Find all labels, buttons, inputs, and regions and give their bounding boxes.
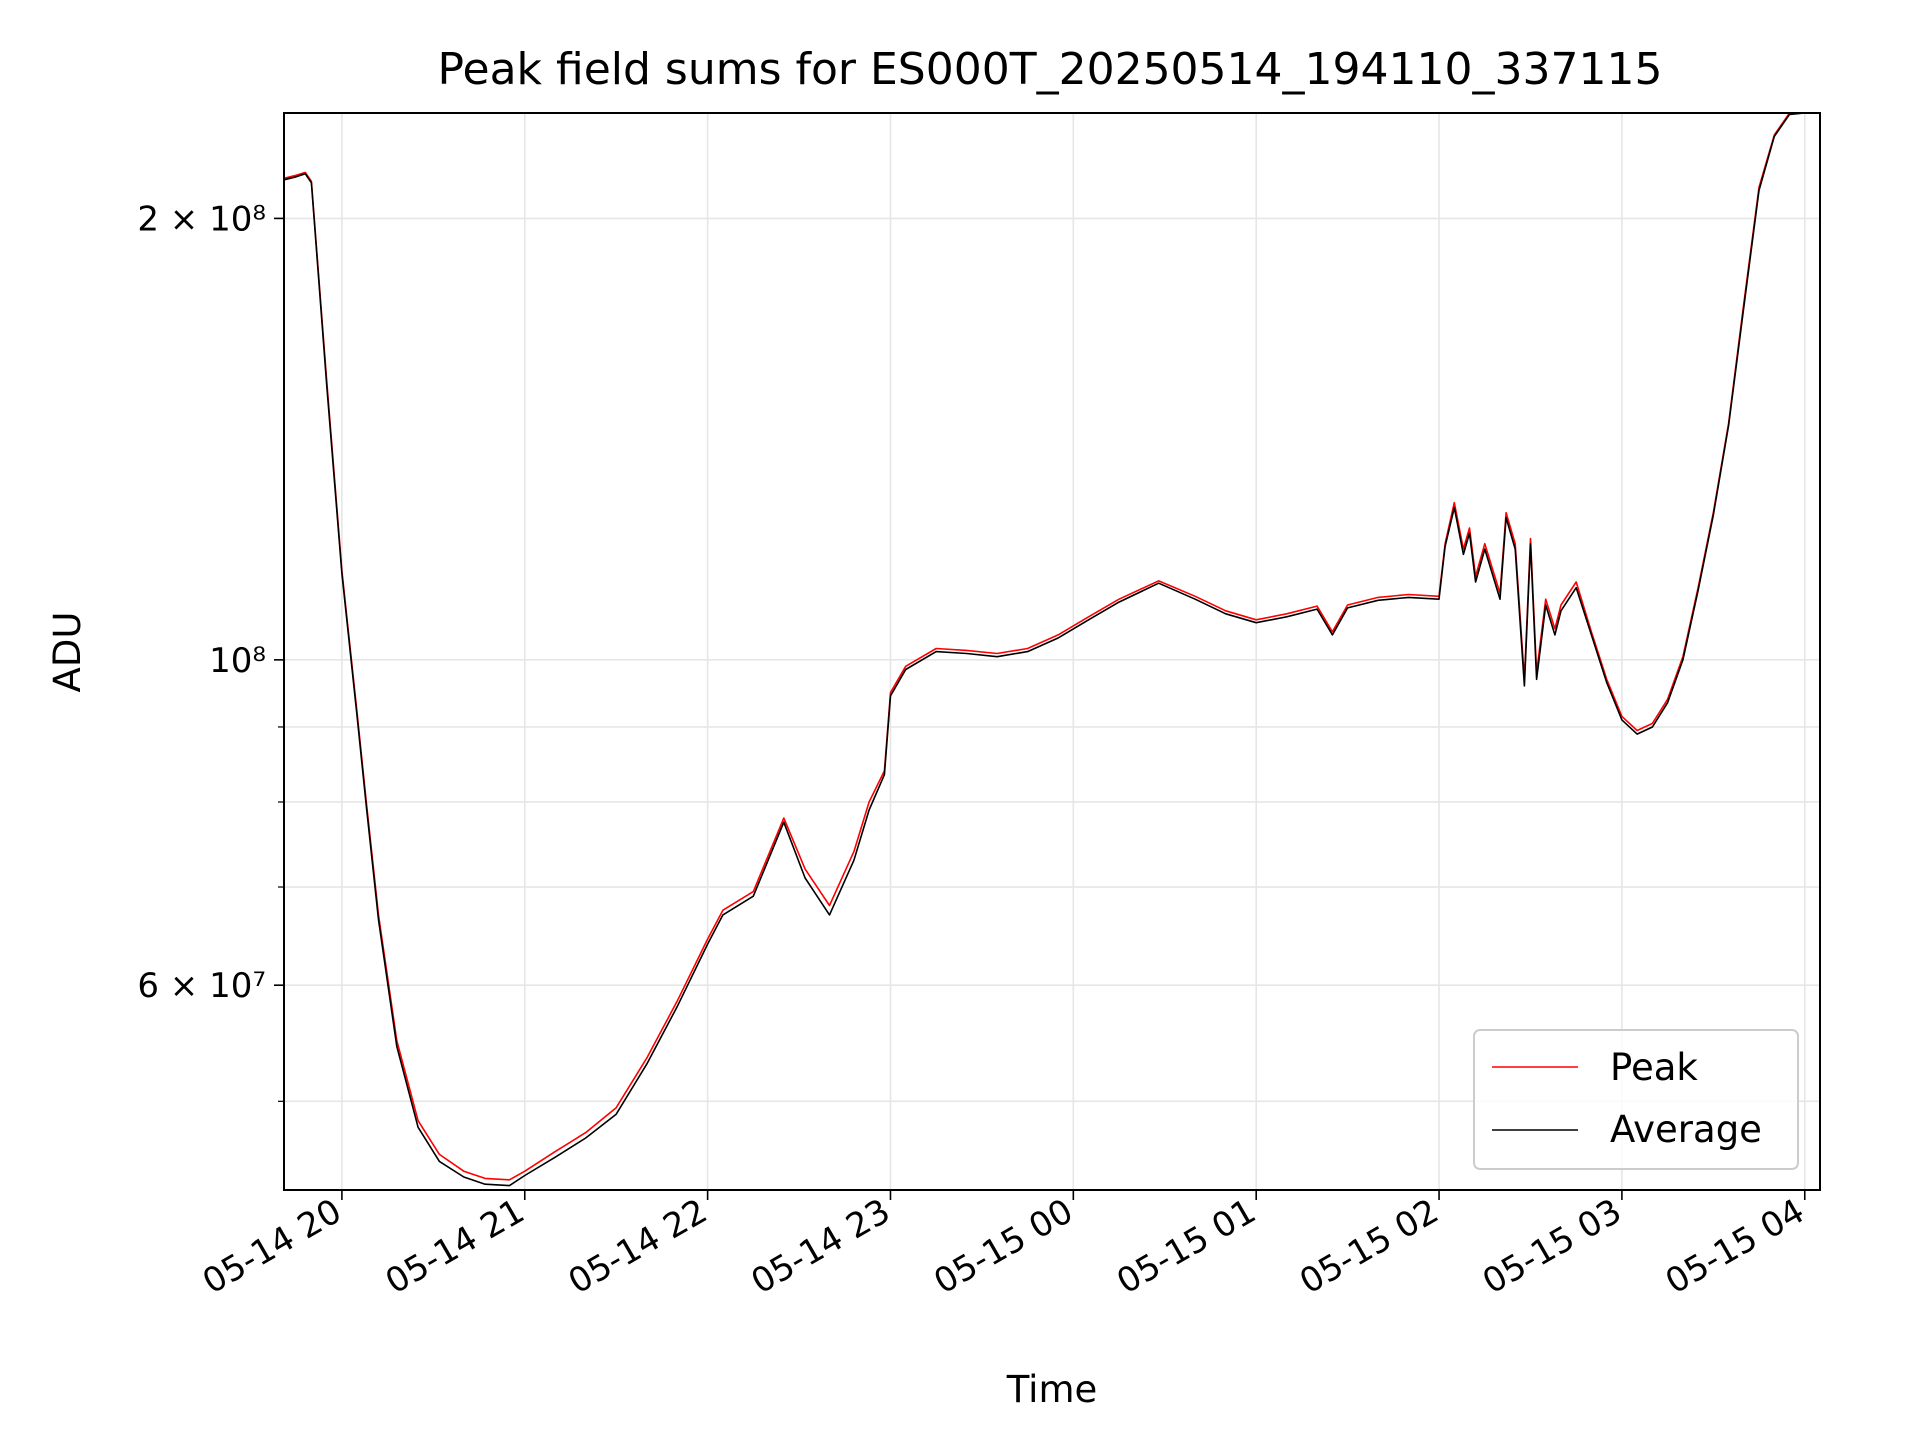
- grid-layer: [284, 113, 1820, 1190]
- y-tick-label: 10⁸: [209, 641, 266, 681]
- x-axis-label: Time: [1006, 1368, 1098, 1411]
- legend-label-peak: Peak: [1610, 1046, 1698, 1089]
- y-axis-label: ADU: [46, 612, 89, 693]
- legend-box: [1473, 1029, 1799, 1170]
- series-layer: [283, 112, 1820, 1187]
- plot-area-frame: [283, 112, 1821, 1191]
- legend: Peak Average: [1473, 1029, 1799, 1170]
- series-line-average: [283, 112, 1820, 1187]
- y-tick-label: 6 × 10⁷: [137, 966, 266, 1006]
- chart-title: Peak field sums for ES000T_20250514_1941…: [438, 44, 1663, 95]
- y-tick-label: 2 × 10⁸: [137, 199, 266, 239]
- series-line-peak: [283, 112, 1820, 1181]
- legend-label-average: Average: [1610, 1108, 1762, 1151]
